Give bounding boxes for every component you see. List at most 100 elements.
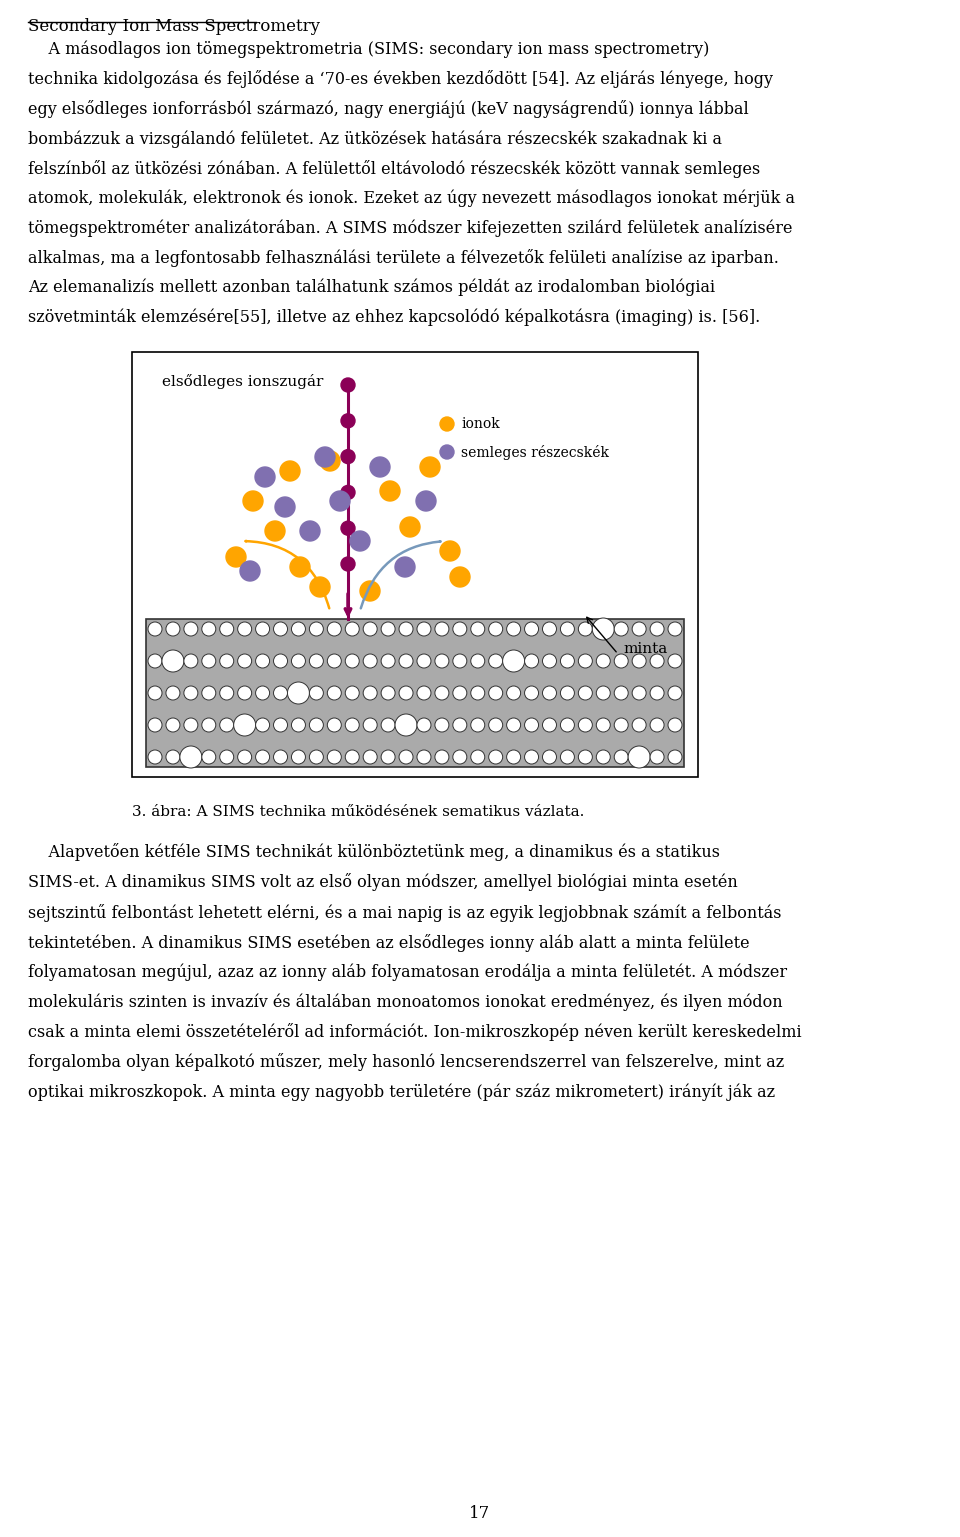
Circle shape <box>614 622 628 636</box>
Circle shape <box>578 750 592 764</box>
Circle shape <box>341 521 355 535</box>
Circle shape <box>315 447 335 467</box>
Circle shape <box>578 622 592 636</box>
Circle shape <box>300 521 320 541</box>
Circle shape <box>202 655 216 669</box>
Text: 17: 17 <box>469 1505 491 1522</box>
Circle shape <box>470 718 485 732</box>
Circle shape <box>650 718 664 732</box>
Circle shape <box>220 686 233 699</box>
Circle shape <box>184 655 198 669</box>
Circle shape <box>180 745 202 768</box>
Circle shape <box>309 686 324 699</box>
Circle shape <box>166 686 180 699</box>
Circle shape <box>435 750 449 764</box>
Circle shape <box>614 718 628 732</box>
Circle shape <box>596 655 611 669</box>
Circle shape <box>292 622 305 636</box>
Circle shape <box>561 622 574 636</box>
Circle shape <box>561 718 574 732</box>
Circle shape <box>632 622 646 636</box>
Circle shape <box>632 655 646 669</box>
Circle shape <box>524 622 539 636</box>
Circle shape <box>220 718 233 732</box>
Circle shape <box>363 655 377 669</box>
Circle shape <box>274 718 287 732</box>
Text: Secondary Ion Mass Spectrometry: Secondary Ion Mass Spectrometry <box>28 18 320 35</box>
Circle shape <box>632 686 646 699</box>
Circle shape <box>435 622 449 636</box>
Circle shape <box>255 467 275 487</box>
Circle shape <box>507 686 520 699</box>
Circle shape <box>274 686 287 699</box>
Circle shape <box>399 750 413 764</box>
Circle shape <box>524 750 539 764</box>
Text: elsődleges ionszugár: elsődleges ionszugár <box>162 373 324 389</box>
Circle shape <box>327 750 342 764</box>
Circle shape <box>202 686 216 699</box>
Circle shape <box>274 655 287 669</box>
Circle shape <box>507 750 520 764</box>
Circle shape <box>287 682 309 704</box>
Circle shape <box>292 750 305 764</box>
Circle shape <box>668 655 682 669</box>
Text: ionok: ionok <box>461 417 500 430</box>
Circle shape <box>292 718 305 732</box>
Circle shape <box>240 561 260 581</box>
Circle shape <box>162 650 184 672</box>
Circle shape <box>341 378 355 392</box>
Circle shape <box>561 655 574 669</box>
Circle shape <box>320 450 340 470</box>
Circle shape <box>381 622 396 636</box>
Circle shape <box>596 718 611 732</box>
Circle shape <box>614 655 628 669</box>
Circle shape <box>381 718 396 732</box>
Circle shape <box>435 686 449 699</box>
Circle shape <box>341 556 355 572</box>
Circle shape <box>470 655 485 669</box>
Circle shape <box>309 655 324 669</box>
Circle shape <box>327 686 342 699</box>
Circle shape <box>370 456 390 476</box>
Circle shape <box>166 750 180 764</box>
Circle shape <box>381 686 396 699</box>
Circle shape <box>327 655 342 669</box>
Circle shape <box>668 750 682 764</box>
Circle shape <box>309 750 324 764</box>
Circle shape <box>668 622 682 636</box>
FancyArrowPatch shape <box>246 541 329 609</box>
Circle shape <box>440 417 454 430</box>
Circle shape <box>417 622 431 636</box>
Circle shape <box>489 686 503 699</box>
Circle shape <box>330 490 350 510</box>
Circle shape <box>346 686 359 699</box>
Circle shape <box>542 718 557 732</box>
Circle shape <box>489 718 503 732</box>
Circle shape <box>400 516 420 536</box>
Circle shape <box>202 622 216 636</box>
Circle shape <box>243 490 263 510</box>
Circle shape <box>507 622 520 636</box>
Circle shape <box>148 718 162 732</box>
Circle shape <box>417 750 431 764</box>
Circle shape <box>238 655 252 669</box>
Circle shape <box>381 655 396 669</box>
Circle shape <box>346 718 359 732</box>
Circle shape <box>453 655 467 669</box>
Circle shape <box>417 655 431 669</box>
Circle shape <box>561 686 574 699</box>
Circle shape <box>440 541 460 561</box>
Circle shape <box>238 686 252 699</box>
Circle shape <box>363 750 377 764</box>
Circle shape <box>470 686 485 699</box>
Circle shape <box>524 686 539 699</box>
Circle shape <box>275 496 295 516</box>
Circle shape <box>255 718 270 732</box>
Circle shape <box>310 576 330 596</box>
Circle shape <box>420 456 440 476</box>
Circle shape <box>148 655 162 669</box>
Circle shape <box>596 750 611 764</box>
Circle shape <box>578 686 592 699</box>
Circle shape <box>542 655 557 669</box>
Circle shape <box>380 481 400 501</box>
